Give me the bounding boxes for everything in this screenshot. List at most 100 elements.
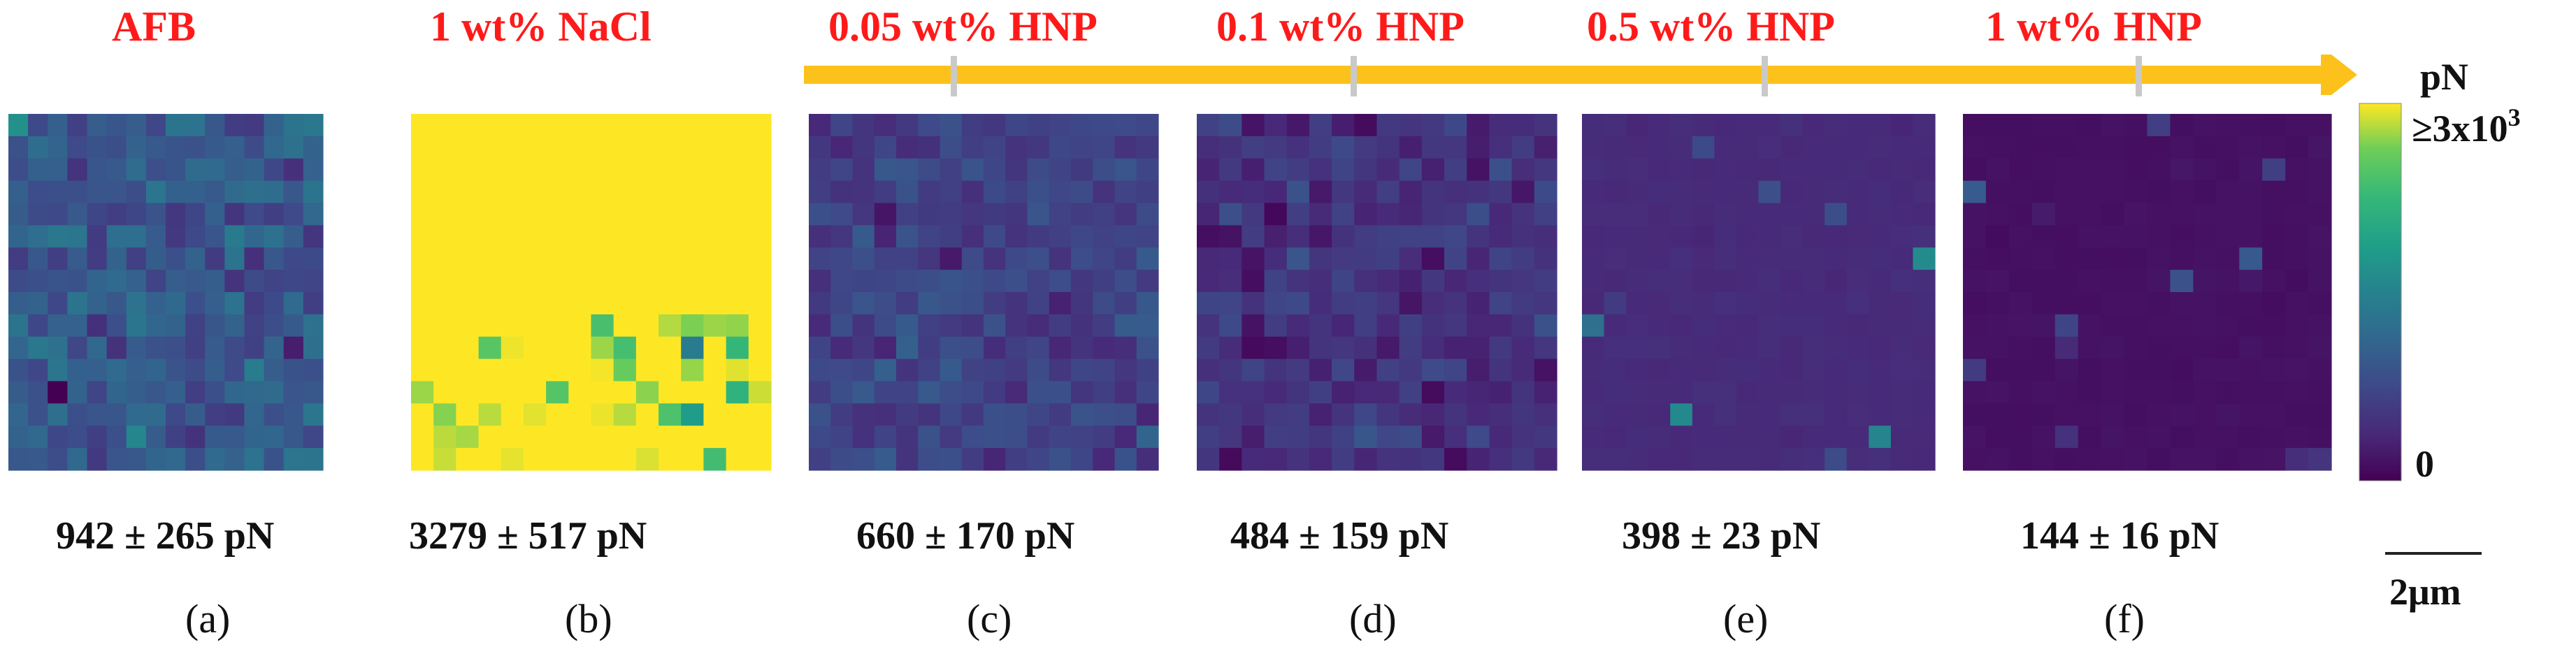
- heatmap-cell: [1027, 225, 1050, 248]
- heatmap-cell: [501, 292, 524, 315]
- heatmap-cell: [703, 180, 727, 204]
- heatmap-cell: [1913, 403, 1936, 426]
- heatmap-cell: [2308, 381, 2332, 404]
- heatmap-cell: [1114, 114, 1137, 137]
- heatmap-cell: [659, 381, 682, 404]
- heatmap-cell: [244, 403, 265, 426]
- heatmap-cell: [1071, 225, 1093, 248]
- heatmap-cell: [1421, 358, 1445, 382]
- heatmap-cell: [303, 203, 324, 226]
- heatmap-cell: [1648, 314, 1671, 337]
- heatmap-cell: [2055, 180, 2079, 204]
- heatmap-cell: [126, 136, 147, 159]
- heatmap-cell: [1005, 292, 1028, 315]
- heatmap-cell: [2285, 314, 2309, 337]
- heatmap-cell: [2124, 203, 2148, 226]
- heatmap-cell: [106, 358, 127, 382]
- heatmap-cell: [2078, 225, 2102, 248]
- heatmap-cell: [478, 203, 502, 226]
- heatmap-cell: [1467, 336, 1490, 360]
- heatmap-cell: [748, 136, 772, 159]
- heatmap-cell: [87, 203, 108, 226]
- heatmap-cell: [1027, 448, 1050, 471]
- heatmap-cell: [1985, 448, 2010, 471]
- heatmap-cell: [87, 381, 108, 404]
- heatmap-cell: [1890, 292, 1914, 315]
- heatmap-cell: [303, 448, 324, 471]
- heatmap-cell: [1890, 448, 1914, 471]
- heatmap-cell: [1780, 203, 1804, 226]
- heatmap-cell: [940, 203, 963, 226]
- heatmap-cell: [1309, 336, 1332, 360]
- heatmap-cell: [1309, 136, 1332, 159]
- heatmap-cell: [1825, 448, 1848, 471]
- heatmap-cell: [28, 225, 48, 248]
- heatmap-cell: [2031, 225, 2056, 248]
- heatmap-cell: [2216, 203, 2240, 226]
- heatmap-cell: [852, 314, 875, 337]
- heatmap-cell: [2008, 180, 2033, 204]
- heatmap-cell: [145, 270, 166, 293]
- heatmap-cell: [1219, 381, 1242, 404]
- heatmap-cell: [1604, 292, 1627, 315]
- heatmap-cell: [1626, 270, 1649, 293]
- heatmap-cell: [2055, 336, 2079, 360]
- colorbar: [2359, 103, 2402, 481]
- heatmap-cell: [1071, 158, 1093, 182]
- heatmap-cell: [2101, 180, 2125, 204]
- heatmap-cell: [185, 426, 206, 449]
- heatmap-cell: [830, 336, 854, 360]
- heatmap-cell: [1963, 203, 1987, 226]
- heatmap-cell: [1332, 203, 1355, 226]
- panel-value-a: 942 ± 265 pN: [56, 514, 274, 558]
- heatmap-cell: [87, 448, 108, 471]
- heatmap-cell: [1648, 270, 1671, 293]
- heatmap-cell: [2078, 403, 2102, 426]
- heatmap-cell: [48, 314, 68, 337]
- heatmap-cell: [1670, 336, 1693, 360]
- heatmap-cell: [2262, 114, 2286, 137]
- heatmap-cell: [478, 247, 502, 270]
- heatmap-cell: [1825, 358, 1848, 382]
- heatmap-cell: [1670, 358, 1693, 382]
- heatmap-cell: [896, 247, 919, 270]
- heatmap-cell: [2008, 336, 2033, 360]
- heatmap-cell: [1242, 225, 1265, 248]
- heatmap-cell: [2308, 358, 2332, 382]
- heatmap-cell: [1114, 225, 1137, 248]
- heatmap-cell: [106, 203, 127, 226]
- heatmap-cell: [1846, 448, 1869, 471]
- panel-value-d: 484 ± 159 pN: [1230, 514, 1448, 558]
- heatmap-cell: [703, 381, 727, 404]
- heatmap-cell: [1444, 270, 1467, 293]
- heatmap-cell: [1467, 314, 1490, 337]
- heatmap-cell: [1534, 403, 1557, 426]
- heatmap-cell: [1309, 270, 1332, 293]
- heatmap-cell: [8, 247, 29, 270]
- heatmap-cell: [613, 426, 637, 449]
- heatmap-cell: [87, 358, 108, 382]
- heatmap-cell: [613, 336, 637, 360]
- heatmap-d: [1197, 114, 1557, 471]
- heatmap-cell: [1093, 114, 1116, 137]
- heatmap-cell: [126, 292, 147, 315]
- heatmap-cell: [1005, 203, 1028, 226]
- heatmap-cell: [852, 336, 875, 360]
- heatmap-cell: [1736, 448, 1760, 471]
- heatmap-cell: [411, 381, 434, 404]
- heatmap-cell: [1758, 448, 1781, 471]
- arrow-tick-2: [1351, 56, 1357, 96]
- heatmap-cell: [1692, 381, 1715, 404]
- heatmap-cell: [984, 358, 1006, 382]
- heatmap-cell: [48, 336, 68, 360]
- concentration-arrow: [804, 54, 2357, 96]
- heatmap-cell: [501, 114, 524, 137]
- heatmap-cell: [2170, 448, 2194, 471]
- heatmap-cell: [1264, 314, 1288, 337]
- heatmap-cell: [1309, 158, 1332, 182]
- heatmap-cell: [1049, 203, 1072, 226]
- heatmap-cell: [87, 426, 108, 449]
- heatmap-cell: [2170, 270, 2194, 293]
- heatmap-cell: [2262, 270, 2286, 293]
